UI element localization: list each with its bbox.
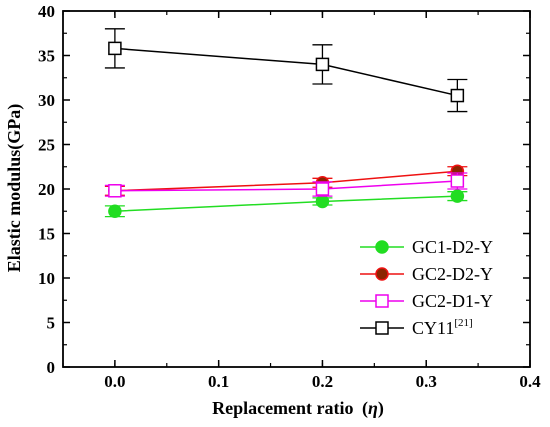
y-tick-label: 5 — [47, 314, 56, 333]
legend-entry: GC2-D2-Y — [360, 264, 493, 284]
y-tick-label: 20 — [38, 180, 55, 199]
y-tick-label: 25 — [38, 136, 55, 155]
legend-swatch-marker — [375, 294, 389, 308]
x-tick-label: 0.2 — [312, 372, 333, 391]
x-tick-label: 0.0 — [104, 372, 125, 391]
y-tick-label: 30 — [38, 91, 55, 110]
data-point — [450, 174, 465, 188]
x-tick-label: 0.4 — [519, 372, 541, 391]
x-tick-label: 0.1 — [208, 372, 229, 391]
legend-label: CY11[21] — [412, 317, 473, 338]
y-tick-label: 10 — [38, 269, 55, 288]
data-point — [315, 57, 330, 72]
plot-area — [104, 28, 468, 218]
series-line — [114, 195, 458, 212]
x-axis-title-text: Replacement ratio — [212, 398, 353, 418]
axes: 0.0 0.1 0.2 0.3 0.4 0 5 10 15 20 25 30 35 40 — [38, 2, 541, 391]
series-line — [114, 47, 458, 97]
legend-label: GC2-D1-Y — [412, 291, 493, 311]
data-point — [315, 182, 330, 196]
legend-label: GC1-D2-Y — [412, 237, 493, 257]
legend: GC1-D2-Y GC2-D2-Y GC2-D1-Y CY11[21] — [360, 237, 493, 338]
x-axis-title: Replacement ratio (η) — [212, 398, 384, 419]
legend-swatch-marker — [375, 267, 389, 281]
series-line — [114, 170, 458, 192]
legend-entry: GC1-D2-Y — [360, 237, 493, 257]
data-point — [450, 88, 465, 103]
data-point — [450, 189, 465, 203]
y-tick-label: 15 — [38, 225, 55, 244]
y-axis-title: Elastic modulus(GPa) — [4, 104, 25, 273]
legend-entry: GC2-D1-Y — [360, 291, 493, 311]
y-tick-label: 35 — [38, 47, 55, 66]
legend-label: GC2-D2-Y — [412, 264, 493, 284]
series-gc2-d1-y — [104, 172, 468, 198]
series-gc2-d2-y — [104, 164, 468, 198]
y-tick-label: 40 — [38, 2, 55, 21]
data-point — [108, 204, 122, 218]
x-axis-symbol: η — [368, 398, 378, 418]
data-point — [108, 184, 122, 198]
x-tick-label: 0.3 — [416, 372, 437, 391]
legend-swatch-marker — [375, 240, 389, 254]
series-gc1-d2-y — [104, 189, 468, 218]
data-point — [315, 194, 330, 209]
legend-swatch-marker — [375, 321, 389, 335]
y-tick-label: 0 — [47, 358, 56, 377]
legend-entry: CY11[21] — [360, 317, 473, 338]
data-point — [108, 41, 122, 56]
series-cy11 — [104, 28, 468, 113]
